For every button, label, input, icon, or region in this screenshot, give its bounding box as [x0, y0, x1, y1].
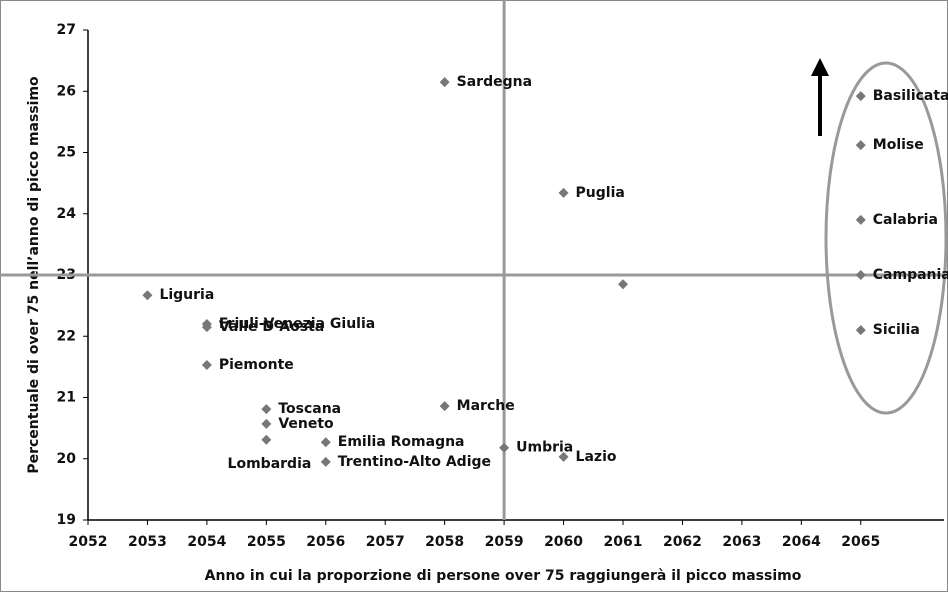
x-tick-label: 2058: [425, 534, 464, 550]
point: [558, 187, 569, 198]
point: [855, 325, 866, 336]
x-tick-label: 2065: [841, 534, 880, 550]
point-label: Valle D’Aosta: [219, 319, 324, 335]
point-label: Trentino-Alto Adige: [338, 454, 491, 470]
point: [320, 456, 331, 467]
point-label: Calabria: [873, 212, 938, 228]
x-tick-label: 2059: [485, 534, 524, 550]
highlight-ellipse: [824, 61, 948, 415]
y-tick-label: 25: [57, 145, 76, 161]
y-tick-label: 24: [57, 206, 77, 222]
x-tick-label: 2063: [722, 534, 761, 550]
point: [855, 214, 866, 225]
x-tick-label: 2064: [782, 534, 821, 550]
point: [261, 434, 272, 445]
point: [558, 451, 569, 462]
x-tick-label: 2055: [247, 534, 286, 550]
y-tick-label: 21: [57, 390, 76, 406]
point-label: Umbria: [516, 440, 573, 456]
x-tick-label: 2054: [187, 534, 226, 550]
y-tick-label: 19: [57, 512, 76, 528]
y-tick-label: 20: [57, 451, 77, 467]
point: [855, 91, 866, 102]
point: [261, 418, 272, 429]
point-label: Lombardia: [228, 456, 312, 472]
x-tick-label: 2053: [128, 534, 167, 550]
y-tick-label: 27: [57, 22, 76, 38]
point: [439, 77, 450, 88]
point-label: Friuli-Venezia Giulia: [219, 316, 375, 332]
point-label: Lazio: [576, 449, 617, 465]
point-label: Sicilia: [873, 322, 920, 338]
point-label: Marche: [457, 398, 515, 414]
x-tick-label: 2060: [544, 534, 583, 550]
point-label: Molise: [873, 137, 924, 153]
x-axis-label: Anno in cui la proporzione di persone ov…: [205, 568, 802, 584]
point-label: Toscana: [278, 401, 341, 417]
point: [855, 140, 866, 151]
x-tick-label: 2052: [69, 534, 108, 550]
point: [261, 404, 272, 415]
x-tick-label: 2057: [366, 534, 405, 550]
point-label: Sardegna: [457, 74, 532, 90]
x-tick-label: 2061: [604, 534, 643, 550]
point-label: Liguria: [159, 287, 214, 303]
y-tick-label: 26: [57, 83, 76, 99]
point-label: Puglia: [576, 185, 625, 201]
point: [142, 290, 153, 301]
point: [439, 401, 450, 412]
point: [499, 442, 510, 453]
point-label: Basilicata: [873, 88, 948, 104]
y-tick-label: 22: [57, 328, 76, 344]
point-label: Piemonte: [219, 357, 294, 373]
point: [201, 322, 212, 333]
x-tick-label: 2056: [306, 534, 345, 550]
point-label: Veneto: [278, 416, 334, 432]
point: [855, 270, 866, 280]
point-label: Campania: [873, 267, 948, 283]
point: [618, 279, 628, 290]
point-label: Emilia Romagna: [338, 434, 465, 450]
x-tick-label: 2062: [663, 534, 702, 550]
arrow-head: [811, 58, 829, 76]
point: [201, 360, 212, 371]
point: [320, 437, 331, 448]
